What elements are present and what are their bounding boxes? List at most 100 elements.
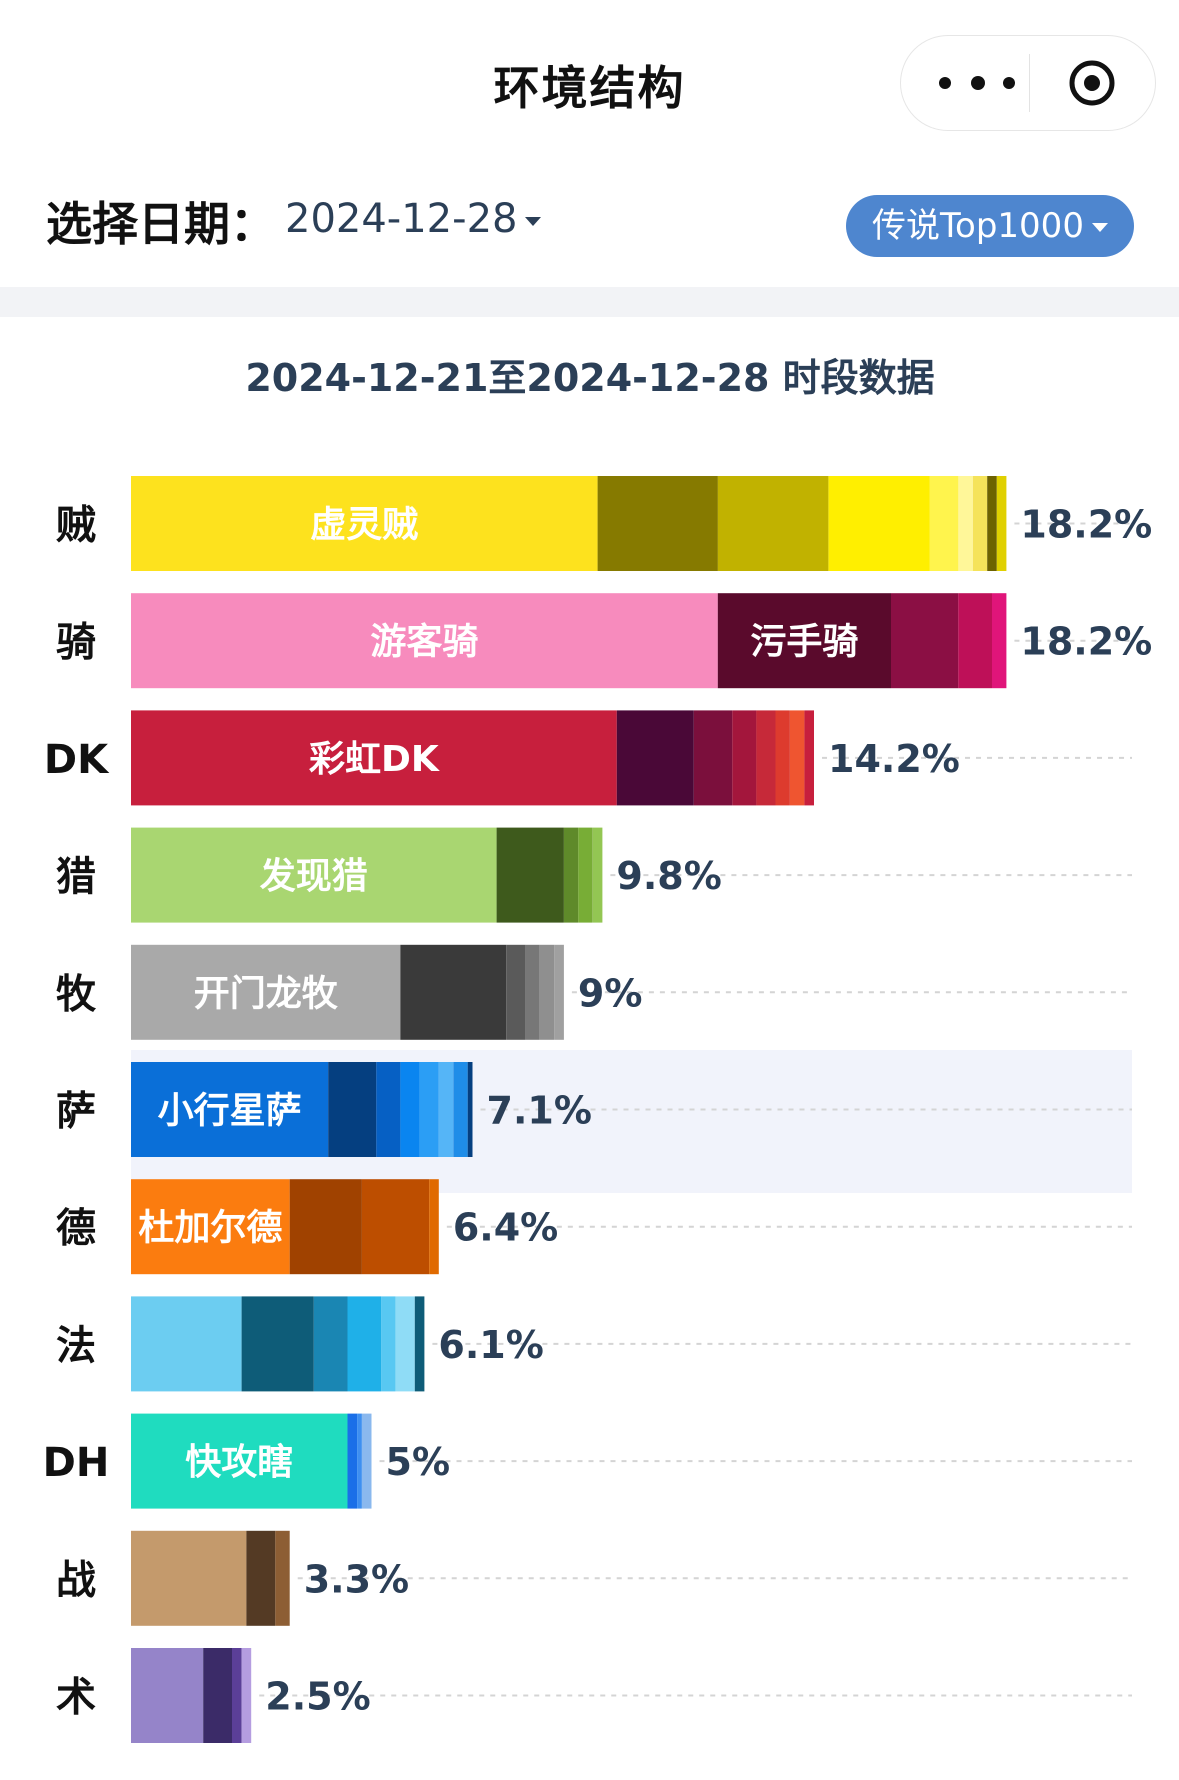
bar-segment[interactable] <box>131 827 497 923</box>
bar-segment[interactable] <box>376 1062 401 1157</box>
bar-segment[interactable] <box>429 1179 439 1275</box>
bar-segment[interactable] <box>203 1648 233 1743</box>
total-label: 18.2% <box>1020 503 1152 547</box>
bar-segment[interactable] <box>131 476 598 571</box>
bar-segment[interactable] <box>419 1062 439 1157</box>
segment-label: 发现猎 <box>260 856 368 897</box>
deck-structure-chart: 2024-12-21至2024-12-28 时段数据 贼 虚灵贼 18.2% 骑 游客骑… <box>43 356 1152 1743</box>
bar-segment[interactable] <box>131 1530 247 1626</box>
bar-segment[interactable] <box>232 1648 242 1743</box>
total-label: 2.5% <box>265 1675 370 1719</box>
category-label: DH <box>43 1440 110 1486</box>
category-label: 萨 <box>56 1089 96 1135</box>
bar-segment[interactable] <box>131 1413 348 1509</box>
bar-segment[interactable] <box>361 1179 430 1275</box>
bar-segment[interactable] <box>958 476 973 571</box>
bar-segment[interactable] <box>131 1296 242 1392</box>
bar-segment[interactable] <box>414 1296 425 1392</box>
bar-segment[interactable] <box>347 1413 358 1509</box>
segment-label: 污手骑 <box>750 622 858 663</box>
category-label: 猎 <box>56 854 96 900</box>
bar-segment[interactable] <box>395 1296 415 1392</box>
bar-segment[interactable] <box>958 593 992 689</box>
segment-label: 彩虹DK <box>309 739 440 780</box>
bar-segment[interactable] <box>996 476 1007 571</box>
bar-segment[interactable] <box>131 944 401 1040</box>
bar-segment[interactable] <box>506 944 526 1040</box>
total-label: 6.1% <box>438 1323 543 1367</box>
bar-segment[interactable] <box>756 710 776 806</box>
bar-segment[interactable] <box>693 710 733 806</box>
bar-segment[interactable] <box>381 1296 396 1392</box>
bar-segment[interactable] <box>891 593 959 689</box>
target-icon[interactable] <box>1067 58 1117 108</box>
bar-segment[interactable] <box>539 944 555 1040</box>
rank-filter-button[interactable]: 传说Top1000 <box>846 195 1134 257</box>
bar-segment[interactable] <box>717 593 891 689</box>
segment-label: 杜加尔德 <box>138 1208 282 1249</box>
bar-segment[interactable] <box>131 1648 204 1743</box>
bar-segment[interactable] <box>438 1062 454 1157</box>
segment-label: 虚灵贼 <box>310 505 418 546</box>
category-label: DK <box>44 737 110 783</box>
app-title: 环境结构 <box>493 61 686 115</box>
date-picker[interactable]: 2024-12-28 <box>285 196 542 242</box>
total-label: 9% <box>578 971 643 1015</box>
bar-segment[interactable] <box>241 1648 252 1743</box>
bar-segment[interactable] <box>592 827 603 923</box>
bar-segment[interactable] <box>804 710 814 806</box>
bar-segment[interactable] <box>992 593 1007 689</box>
bar-segment[interactable] <box>328 1062 377 1157</box>
caret-down-icon <box>1091 223 1108 232</box>
bar-segment[interactable] <box>554 944 564 1040</box>
segment-label: 开门龙牧 <box>194 973 339 1014</box>
segment-label: 游客骑 <box>370 622 478 663</box>
bar-segment[interactable] <box>400 1062 420 1157</box>
segment-label: 小行星萨 <box>158 1091 302 1132</box>
category-label: 战 <box>56 1557 96 1603</box>
total-label: 18.2% <box>1020 620 1152 664</box>
bar-segment[interactable] <box>987 476 997 571</box>
bar-segment[interactable] <box>790 710 805 806</box>
mini-program-capsule <box>900 35 1156 131</box>
total-label: 3.3% <box>304 1557 409 1601</box>
bar-segment[interactable] <box>357 1413 362 1509</box>
bar-segment[interactable] <box>131 1062 329 1157</box>
total-label: 14.2% <box>828 737 960 781</box>
bar-segment[interactable] <box>563 827 579 923</box>
bar-segment[interactable] <box>313 1296 348 1392</box>
category-label: 贼 <box>56 503 96 549</box>
bar-segment[interactable] <box>972 476 988 571</box>
bar-segment[interactable] <box>131 593 718 689</box>
category-label: 法 <box>56 1323 96 1369</box>
bar-segment[interactable] <box>597 476 718 571</box>
bar-segment[interactable] <box>241 1296 314 1392</box>
bar-segment[interactable] <box>578 827 593 923</box>
bar-segment[interactable] <box>246 1530 276 1626</box>
bar-segment[interactable] <box>775 710 790 806</box>
bar-segment[interactable] <box>289 1179 362 1275</box>
date-value: 2024-12-28 <box>285 196 518 242</box>
bar-segment[interactable] <box>400 944 507 1040</box>
section-divider <box>0 287 1179 317</box>
category-label: 术 <box>56 1675 96 1721</box>
bar-segment[interactable] <box>929 476 959 571</box>
bar-segment[interactable] <box>732 710 757 806</box>
bar-segment[interactable] <box>828 476 930 571</box>
capsule-divider <box>1029 54 1030 112</box>
segment-label: 快攻瞎 <box>185 1442 293 1483</box>
bar-segment[interactable] <box>131 710 617 806</box>
category-label: 骑 <box>56 620 96 666</box>
more-dots-icon[interactable] <box>933 36 1021 130</box>
bar-segment[interactable] <box>467 1062 473 1157</box>
bar-segment[interactable] <box>131 1179 290 1275</box>
bar-segment[interactable] <box>361 1413 372 1509</box>
bar-segment[interactable] <box>453 1062 468 1157</box>
bar-segment[interactable] <box>496 827 564 923</box>
date-label: 选择日期： <box>46 197 276 251</box>
bar-segment[interactable] <box>275 1530 290 1626</box>
bar-segment[interactable] <box>347 1296 382 1392</box>
bar-segment[interactable] <box>717 476 829 571</box>
bar-segment[interactable] <box>616 710 694 806</box>
bar-segment[interactable] <box>525 944 540 1040</box>
